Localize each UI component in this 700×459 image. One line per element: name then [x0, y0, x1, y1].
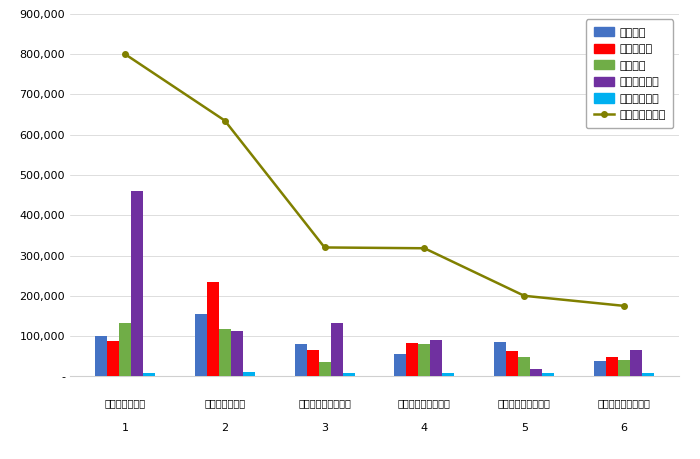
- Legend: 참여지수, 미디어지수, 소통지수, 커뮤니티지수, 사회공헌지수, 브랜드평판지수: 참여지수, 미디어지수, 소통지수, 커뮤니티지수, 사회공헌지수, 브랜드평판…: [586, 19, 673, 128]
- Bar: [419, 344, 430, 376]
- Bar: [430, 340, 442, 376]
- Bar: [206, 282, 219, 376]
- Bar: [506, 352, 518, 376]
- Bar: [342, 373, 354, 376]
- Bar: [330, 323, 342, 376]
- Text: 1: 1: [121, 423, 128, 433]
- Bar: [542, 373, 554, 376]
- Bar: [143, 373, 155, 376]
- Bar: [231, 331, 243, 376]
- Text: 5: 5: [521, 423, 528, 433]
- Text: 2: 2: [221, 423, 228, 433]
- Text: 한국특허기술진흥원: 한국특허기술진흥원: [398, 398, 451, 409]
- Bar: [119, 323, 131, 376]
- Text: 6: 6: [621, 423, 628, 433]
- Text: 한국특허정보원: 한국특허정보원: [104, 398, 146, 409]
- Bar: [107, 341, 119, 376]
- Bar: [395, 354, 407, 376]
- Bar: [494, 342, 506, 376]
- Bar: [307, 350, 319, 376]
- Bar: [131, 191, 143, 376]
- Bar: [318, 362, 330, 376]
- Bar: [407, 343, 419, 376]
- Bar: [219, 329, 231, 376]
- Bar: [295, 344, 307, 376]
- Text: 한국지식재산연구원: 한국지식재산연구원: [598, 398, 650, 409]
- Bar: [243, 372, 255, 376]
- Bar: [618, 360, 630, 376]
- Text: 한국발명진흥회: 한국발명진흥회: [204, 398, 245, 409]
- Text: 한국특허전략개발원: 한국특허전략개발원: [298, 398, 351, 409]
- Text: 한국지식재산보호원: 한국지식재산보호원: [498, 398, 551, 409]
- Bar: [530, 369, 542, 376]
- Bar: [630, 350, 642, 376]
- Text: 3: 3: [321, 423, 328, 433]
- Bar: [95, 336, 107, 376]
- Bar: [195, 314, 206, 376]
- Bar: [518, 357, 530, 376]
- Bar: [594, 361, 606, 376]
- Text: 4: 4: [421, 423, 428, 433]
- Bar: [642, 373, 654, 376]
- Bar: [442, 373, 454, 376]
- Bar: [606, 357, 618, 376]
